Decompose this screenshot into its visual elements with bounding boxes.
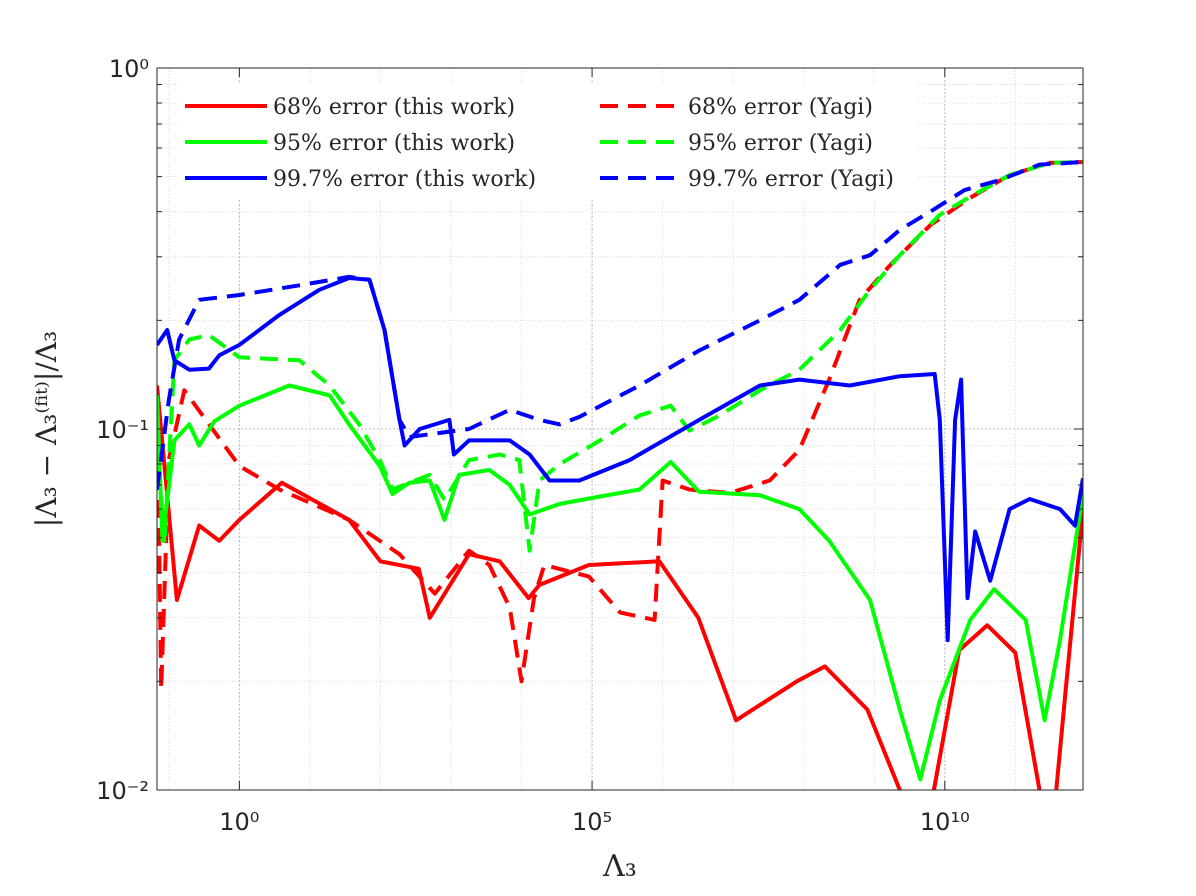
y-tick-label: 10⁰ [109, 55, 149, 83]
x-tick-label: 10⁰ [219, 808, 259, 836]
series-line [157, 383, 1083, 782]
axes-box [156, 67, 1084, 791]
series-line [157, 160, 1083, 692]
legend-label: 68% error (Yagi) [688, 95, 873, 120]
x-axis-label: Λ₃ [602, 849, 637, 884]
legend: 68% error (this work) 68% error (Yagi) 95%… [181, 84, 919, 200]
x-tick-label: 10¹⁰ [920, 808, 970, 836]
legend-label: 95% error (Yagi) [688, 131, 873, 156]
series-line [157, 160, 1083, 553]
lines [157, 160, 1083, 790]
legend-label: 99.7% error (Yagi) [688, 167, 894, 192]
y-tick-label: 10⁻² [96, 777, 149, 805]
y-tick-label: 10⁻¹ [96, 416, 149, 444]
legend-box [181, 84, 919, 200]
series-line [157, 276, 1083, 643]
y-axis-label: |Λ₃ − Λ₃⁽ᶠⁱᵗ⁾|/Λ₃ [30, 331, 63, 527]
legend-label: 95% error (this work) [273, 131, 515, 156]
legend-label: 99.7% error (this work) [273, 167, 536, 192]
legend-label: 68% error (this work) [273, 95, 515, 120]
frame: 10⁰ 10⁵ 10¹⁰ 10⁻² 10⁻¹ 10⁰ [96, 55, 1084, 836]
labels: Λ₃ |Λ₃ − Λ₃⁽ᶠⁱᵗ⁾|/Λ₃ [30, 331, 637, 884]
series-line [157, 160, 1083, 490]
x-tick-label: 10⁵ [572, 808, 612, 836]
